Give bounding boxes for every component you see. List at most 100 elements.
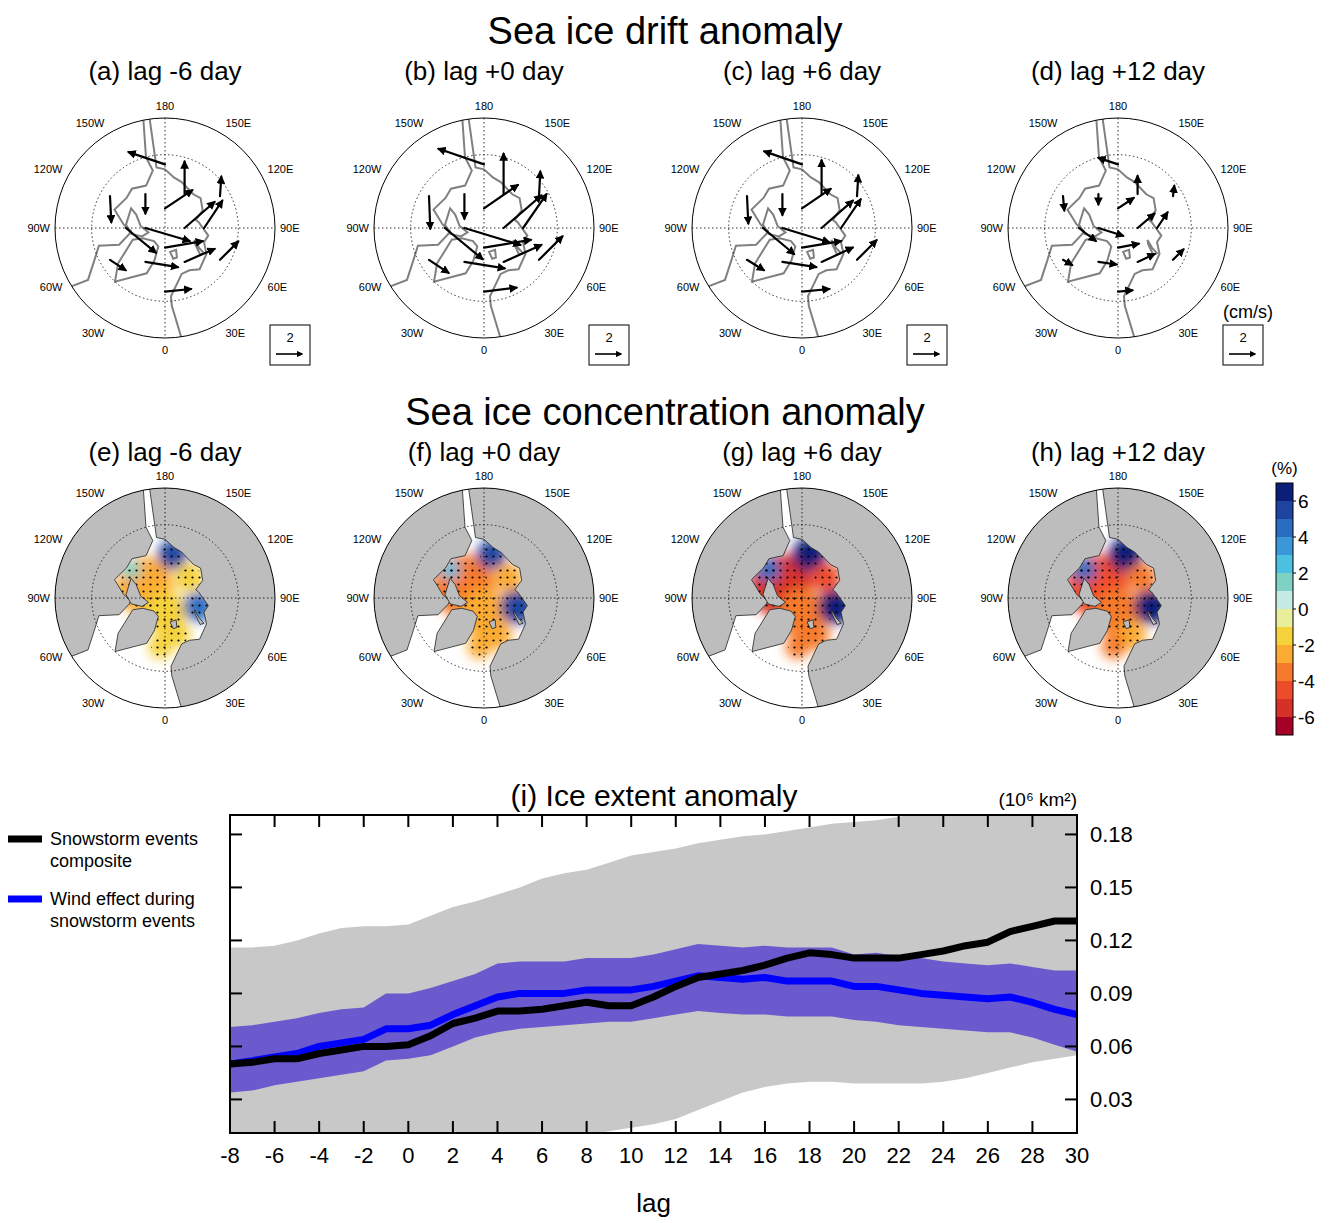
significance-stipple [497, 566, 520, 589]
colorbar-bin [1276, 501, 1293, 519]
land [807, 250, 814, 259]
lon-label: 90W [664, 222, 687, 234]
panel-title: (g) lag +6 day [722, 437, 882, 467]
land [352, 466, 472, 666]
colorbar-tick [1293, 681, 1296, 682]
lon-label: 0 [481, 344, 487, 356]
land [195, 610, 205, 625]
figure-title: Sea ice drift anomaly [488, 10, 843, 52]
drift-vector [484, 185, 518, 208]
lon-label: 180 [793, 470, 811, 482]
lon-label: 30W [401, 697, 424, 709]
lon-label: 60E [1221, 281, 1241, 293]
lon-label: 90E [280, 222, 300, 234]
x-tick [719, 815, 721, 827]
land [352, 96, 472, 296]
lon-label: 30E [1179, 327, 1199, 339]
colorbar-bin [1276, 663, 1293, 681]
lon-label: 180 [475, 470, 493, 482]
graticule [374, 228, 594, 229]
legend-line-text: snowstorm events [50, 911, 195, 931]
colorbar-bin [1276, 555, 1293, 573]
x-tick [1076, 815, 1078, 827]
drift-vector [463, 194, 465, 219]
land [752, 238, 795, 281]
colorbar-label: 0 [1298, 599, 1309, 620]
lon-label: 120E [1221, 163, 1247, 175]
drift-vector [126, 228, 156, 253]
drift-vector [1138, 214, 1155, 228]
colorbar-tick [1293, 573, 1296, 574]
x-tick-label: 8 [581, 1143, 593, 1168]
lon-label: 30W [82, 697, 105, 709]
graticule [1045, 525, 1192, 672]
lon-label: 90E [917, 592, 937, 604]
map-background [55, 118, 275, 338]
significance-stipple [815, 566, 838, 589]
colorbar-tick [1293, 645, 1296, 646]
x-tick [229, 815, 231, 827]
land [489, 620, 496, 629]
graticule [374, 598, 594, 599]
drift-vector [503, 154, 505, 194]
map-border [692, 118, 912, 338]
lon-label: 120W [987, 533, 1016, 545]
x-tick [942, 815, 944, 827]
y-tick-label: 0.03 [1090, 1087, 1133, 1112]
lon-label: 60E [1221, 651, 1241, 663]
lon-label: 30E [545, 697, 565, 709]
drift-vector [1118, 290, 1132, 291]
lon-label: 30E [1179, 697, 1199, 709]
significance-stipple [178, 566, 201, 589]
y-tick [1065, 1098, 1077, 1100]
drift-vector [802, 241, 841, 248]
x-tick [853, 815, 855, 827]
lon-label: 150W [76, 117, 105, 129]
lon-label: 30E [226, 697, 246, 709]
x-tick [229, 1121, 231, 1133]
lon-label: 120E [1221, 533, 1247, 545]
land [670, 96, 790, 296]
y-tick-label: 0.06 [1090, 1034, 1133, 1059]
lon-label: 60W [677, 651, 700, 663]
land [1148, 610, 1158, 625]
land [170, 250, 177, 259]
colorbar-bin [1276, 645, 1293, 663]
drift-vector [763, 228, 794, 254]
lon-label: 60E [905, 281, 925, 293]
lon-label: 120W [353, 163, 382, 175]
panel-title: (c) lag +6 day [723, 56, 881, 86]
panel-title: (b) lag +0 day [404, 56, 564, 86]
lon-label: 30W [82, 327, 105, 339]
x-tick [407, 815, 409, 827]
lon-label: 30E [863, 327, 883, 339]
significance-stipple [470, 637, 490, 657]
drift-vector [110, 196, 111, 222]
x-tick-label: 0 [402, 1143, 414, 1168]
colorbar-tick [1293, 501, 1296, 502]
x-tick-label: 14 [708, 1143, 732, 1168]
map-border [1008, 488, 1228, 708]
lon-label: 180 [1109, 470, 1127, 482]
x-tick [541, 1121, 543, 1133]
map-background [692, 118, 912, 338]
x-tick-label: 28 [1020, 1143, 1044, 1168]
x-tick [809, 815, 811, 827]
map-area [352, 465, 619, 731]
colorbar-bin [1276, 519, 1293, 537]
drift-vector [782, 228, 829, 242]
lon-label: 30E [545, 327, 565, 339]
x-tick-label: -2 [354, 1143, 374, 1168]
land [763, 578, 786, 606]
map-border [374, 488, 594, 708]
lon-label: 90E [1233, 222, 1253, 234]
land [1148, 240, 1158, 255]
graticule [411, 155, 558, 302]
colorbar-bin [1276, 681, 1293, 699]
lon-label: 90W [346, 592, 369, 604]
lon-label: 150E [863, 487, 889, 499]
y-tick [1065, 992, 1077, 994]
graticule [692, 598, 912, 599]
y-tick-label: 0.18 [1090, 822, 1133, 847]
land [986, 96, 1106, 296]
